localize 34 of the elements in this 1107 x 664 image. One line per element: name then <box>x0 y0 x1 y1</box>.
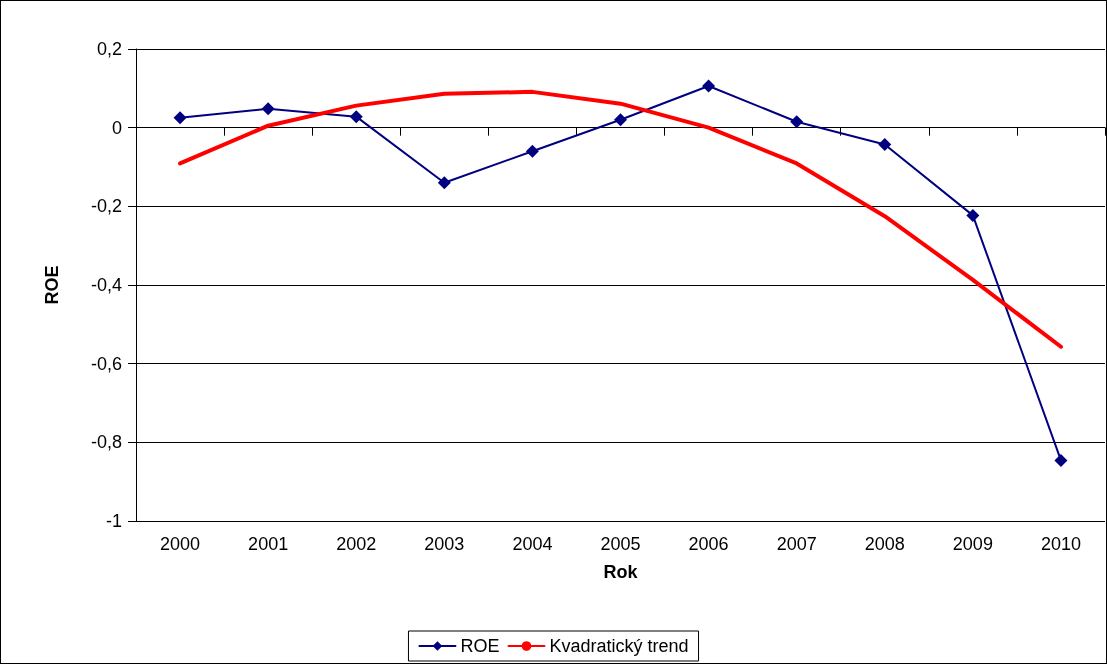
y-tick-label: 0,2 <box>96 39 122 59</box>
point <box>790 115 804 129</box>
y-tick-label: -0,4 <box>90 275 122 295</box>
point <box>173 111 187 125</box>
y-tick-label: 0 <box>111 117 122 138</box>
x-tick-label: 2006 <box>688 534 729 554</box>
x-tick-label: 2003 <box>424 534 465 554</box>
point <box>702 79 716 93</box>
point <box>525 144 539 158</box>
x-tick-label: 2002 <box>336 534 377 554</box>
x-tick-label: 2004 <box>512 534 553 554</box>
x-tick-label: 2000 <box>160 534 201 554</box>
line-series <box>178 89 1063 349</box>
x-tick-label: 2008 <box>864 534 905 554</box>
point <box>614 113 627 127</box>
point <box>261 102 275 116</box>
y-tick-label: -0,6 <box>90 353 122 374</box>
legend-label: Kvadratický trend <box>549 636 689 656</box>
point <box>437 176 451 190</box>
x-tick-label: 2010 <box>1040 534 1081 554</box>
x-tick-label: 2007 <box>776 534 817 554</box>
point <box>966 208 980 222</box>
y-axis-title: ROE <box>42 265 62 305</box>
x-axis-title: Rok <box>603 562 639 582</box>
point <box>1054 453 1068 467</box>
point <box>878 138 892 152</box>
x-tick-label: 2005 <box>600 534 641 554</box>
y-tick-label: -0,8 <box>90 432 122 453</box>
x-tick-label: 2009 <box>952 534 993 554</box>
y-tick-label: -1 <box>105 511 122 531</box>
legend-label: ROE <box>460 636 500 656</box>
x-tick-label: 2001 <box>248 534 289 554</box>
point <box>349 110 363 124</box>
y-tick-label: -0,2 <box>90 196 122 217</box>
